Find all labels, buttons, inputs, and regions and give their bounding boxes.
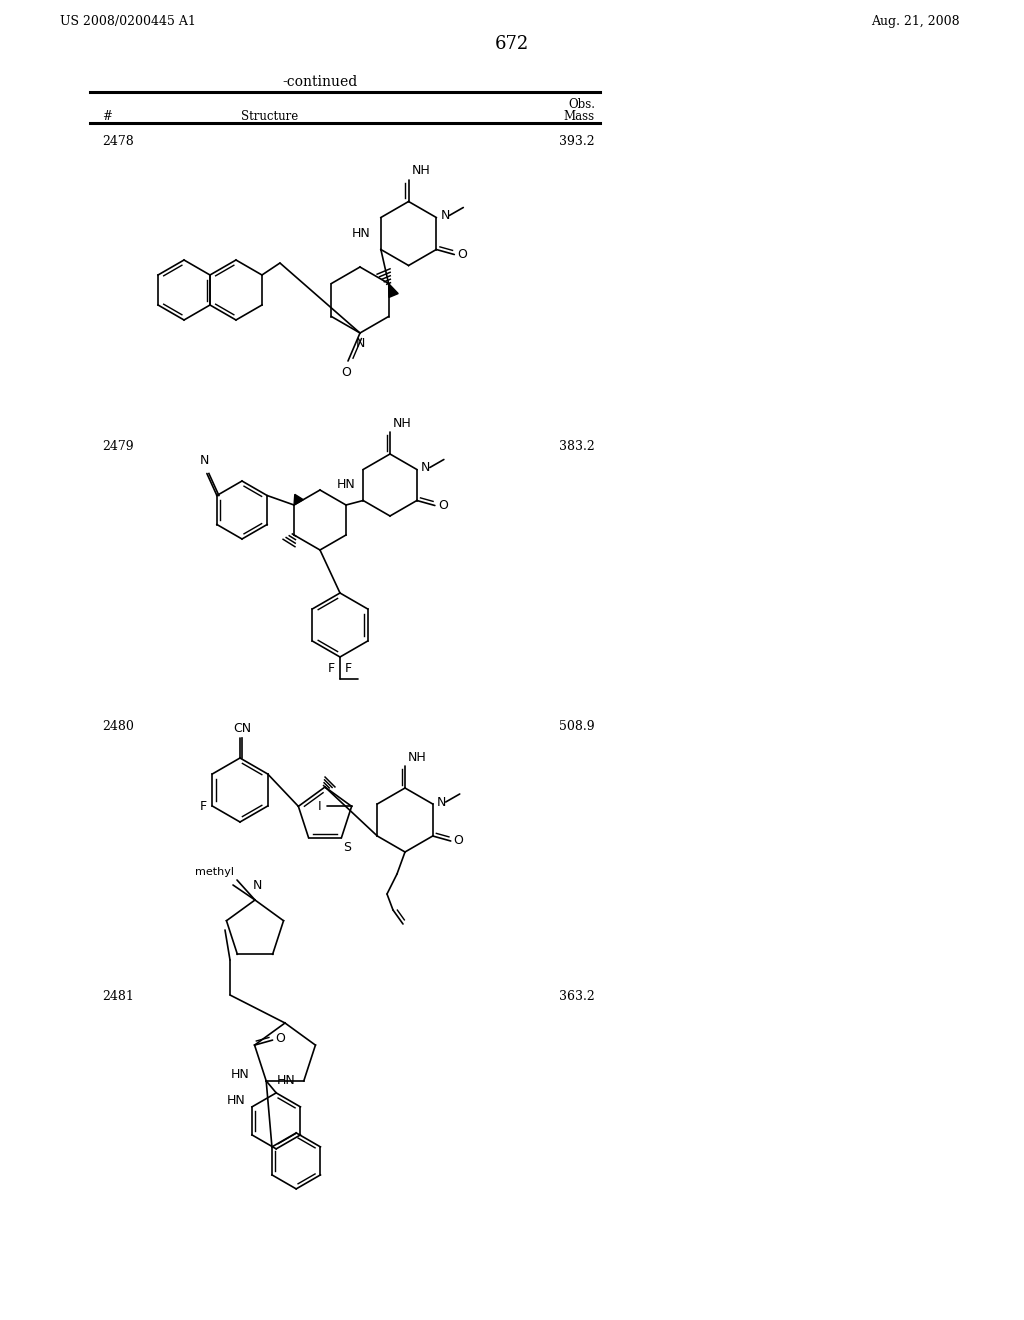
Text: N: N [436,796,446,808]
Text: 2479: 2479 [102,440,133,453]
Text: F: F [200,800,207,813]
Text: O: O [438,499,447,512]
Text: 508.9: 508.9 [559,719,595,733]
Text: NH: NH [408,751,427,764]
Polygon shape [294,495,303,506]
Text: 2481: 2481 [102,990,134,1003]
Text: Aug. 21, 2008: Aug. 21, 2008 [871,15,961,28]
Text: O: O [458,248,467,261]
Text: #: # [102,110,112,123]
Text: 2478: 2478 [102,135,134,148]
Text: N: N [201,454,210,467]
Text: N: N [252,879,262,892]
Text: N: N [421,461,430,474]
Text: HN: HN [278,1074,296,1088]
Text: 363.2: 363.2 [559,990,595,1003]
Text: 393.2: 393.2 [559,135,595,148]
Text: S: S [343,841,351,854]
Text: O: O [454,834,464,847]
Text: NH: NH [393,417,412,430]
Polygon shape [388,284,398,297]
Text: O: O [341,366,351,379]
Text: HN: HN [231,1068,250,1081]
Text: HN: HN [337,479,355,491]
Text: 672: 672 [495,36,529,53]
Text: methyl: methyl [195,867,234,876]
Text: Structure: Structure [242,110,299,123]
Text: 383.2: 383.2 [559,440,595,453]
Text: HN: HN [226,1093,245,1106]
Text: Obs.: Obs. [568,98,595,111]
Text: 2480: 2480 [102,719,134,733]
Text: F: F [345,663,352,675]
Text: F: F [328,663,335,675]
Text: O: O [275,1032,286,1044]
Text: NH: NH [412,165,430,177]
Text: -continued: -continued [283,75,357,88]
Text: Mass: Mass [564,110,595,123]
Text: I: I [318,800,322,813]
Text: HN: HN [352,227,371,240]
Text: N: N [440,209,450,222]
Text: CN: CN [232,722,251,735]
Text: US 2008/0200445 A1: US 2008/0200445 A1 [60,15,196,28]
Text: N: N [355,337,365,350]
